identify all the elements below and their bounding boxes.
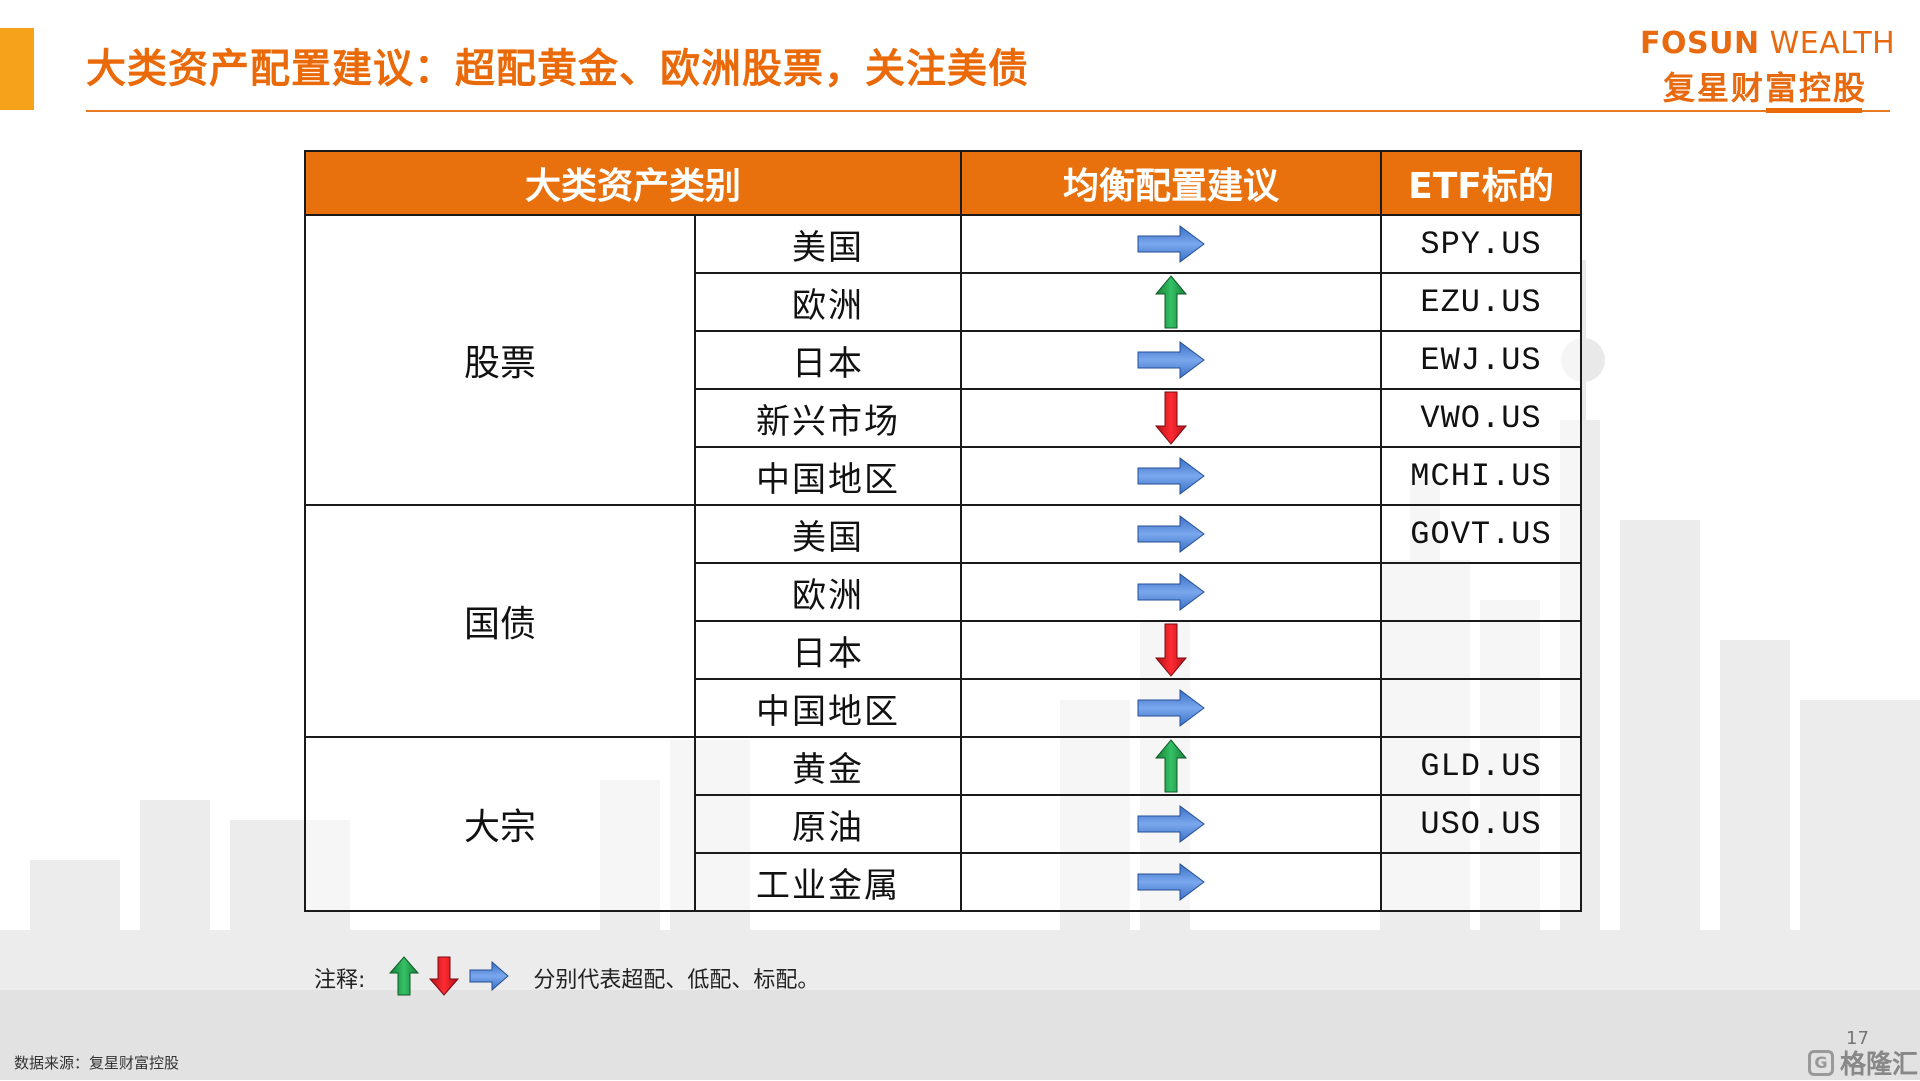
arrow-down-icon [429,956,460,1000]
recommendation-cell [960,736,1382,796]
table-row: 中国地区 MCHI.US [305,446,1582,506]
region-cell: 中国地区 [694,446,962,506]
logo-english: FOSUN WEALTH [1640,26,1896,61]
region-cell: 原油 [694,794,962,854]
title-accent-bar [0,28,34,110]
arrow-right-icon [962,514,1380,554]
region-cell: 日本 [694,620,962,680]
arrow-down-icon [962,622,1380,678]
region-cell: 美国 [694,214,962,274]
watermark-logo-icon: G [1808,1049,1834,1076]
region-cell: 新兴市场 [694,388,962,448]
watermark: G 格隆汇 [1808,1044,1918,1081]
region-cell: 美国 [694,504,962,564]
table-row: 原油 USO.US [305,794,1582,854]
arrow-up-icon [962,738,1380,794]
table-row: 日本 [305,620,1582,680]
table-row: 欧洲 [305,562,1582,622]
etf-ticker-cell [1380,562,1582,622]
watermark-text: 格隆汇 [1840,1050,1919,1080]
region-cell: 欧洲 [694,272,962,332]
table-row: 新兴市场 VWO.US [305,388,1582,448]
etf-ticker-cell: VWO.US [1380,388,1582,448]
region-cell: 中国地区 [694,678,962,738]
company-logo: FOSUN WEALTH 复星财富控股 [1640,26,1896,109]
table-row: 国债 美国 GOVT.US [304,504,1582,738]
arrow-down-icon [962,390,1380,446]
column-header-etf: ETF标的 [1380,150,1582,216]
recommendation-cell [960,620,1382,680]
table-row: 欧洲 EZU.US [305,272,1582,332]
asset-category-cell: 国债 [304,504,696,738]
etf-ticker-cell: EZU.US [1380,272,1582,332]
etf-ticker-cell [1380,620,1582,680]
recommendation-cell [960,214,1382,274]
recommendation-cell [960,678,1382,738]
etf-ticker-cell [1380,852,1582,912]
arrow-up-icon [962,274,1380,330]
etf-ticker-cell: SPY.US [1380,214,1582,274]
arrow-right-icon [962,224,1380,264]
table-row: 大宗 黄金 GLD.US [304,736,1582,912]
etf-ticker-cell: USO.US [1380,794,1582,854]
data-source-note: 数据来源：复星财富控股 [14,1054,180,1072]
recommendation-cell [960,852,1382,912]
arrow-right-icon [962,456,1380,496]
recommendation-cell [960,504,1382,564]
arrow-right-icon [962,688,1380,728]
etf-ticker-cell: GOVT.US [1380,504,1582,564]
legend-label: 注释: [314,968,366,993]
arrow-up-icon [389,956,420,1000]
arrow-right-icon [469,960,510,995]
asset-allocation-table: 大类资产类别 均衡配置建议 ETF标的 股票 美国 SPY.US 欧洲 EZU.US 日本… [304,150,1582,912]
table-row: 中国地区 [305,678,1582,738]
logo-underline [1766,108,1862,113]
recommendation-cell [960,446,1382,506]
column-header-recommendation: 均衡配置建议 [960,150,1382,216]
recommendation-cell [960,388,1382,448]
logo-chinese: 复星财富控股 [1662,69,1867,107]
region-cell: 日本 [694,330,962,390]
column-header-asset-class: 大类资产类别 [304,150,962,216]
etf-ticker-cell: MCHI.US [1380,446,1582,506]
arrow-right-icon [962,340,1380,380]
region-cell: 欧洲 [694,562,962,622]
table-row: 日本 EWJ.US [305,330,1582,390]
page-number: 17 [1846,1028,1869,1049]
table-row: 工业金属 [305,852,1582,912]
recommendation-cell [960,272,1382,332]
asset-category-cell: 股票 [304,214,696,506]
etf-ticker-cell: GLD.US [1380,736,1582,796]
page-title: 大类资产配置建议：超配黄金、欧洲股票，关注美债 [86,46,1029,92]
arrow-right-icon [962,572,1380,612]
region-cell: 工业金属 [694,852,962,912]
table-row: 股票 美国 SPY.US [304,214,1582,506]
etf-ticker-cell [1380,678,1582,738]
asset-category-cell: 大宗 [304,736,696,912]
arrow-right-icon [962,862,1380,902]
etf-ticker-cell: EWJ.US [1380,330,1582,390]
table-header-row: 大类资产类别 均衡配置建议 ETF标的 [304,150,1582,216]
recommendation-cell [960,562,1382,622]
legend: 注释: 分别代表超配、低配、标配。 [314,956,819,1000]
arrow-right-icon [962,804,1380,844]
recommendation-cell [960,794,1382,854]
recommendation-cell [960,330,1382,390]
region-cell: 黄金 [694,736,962,796]
legend-description: 分别代表超配、低配、标配。 [533,968,820,993]
title-divider [86,110,1890,112]
